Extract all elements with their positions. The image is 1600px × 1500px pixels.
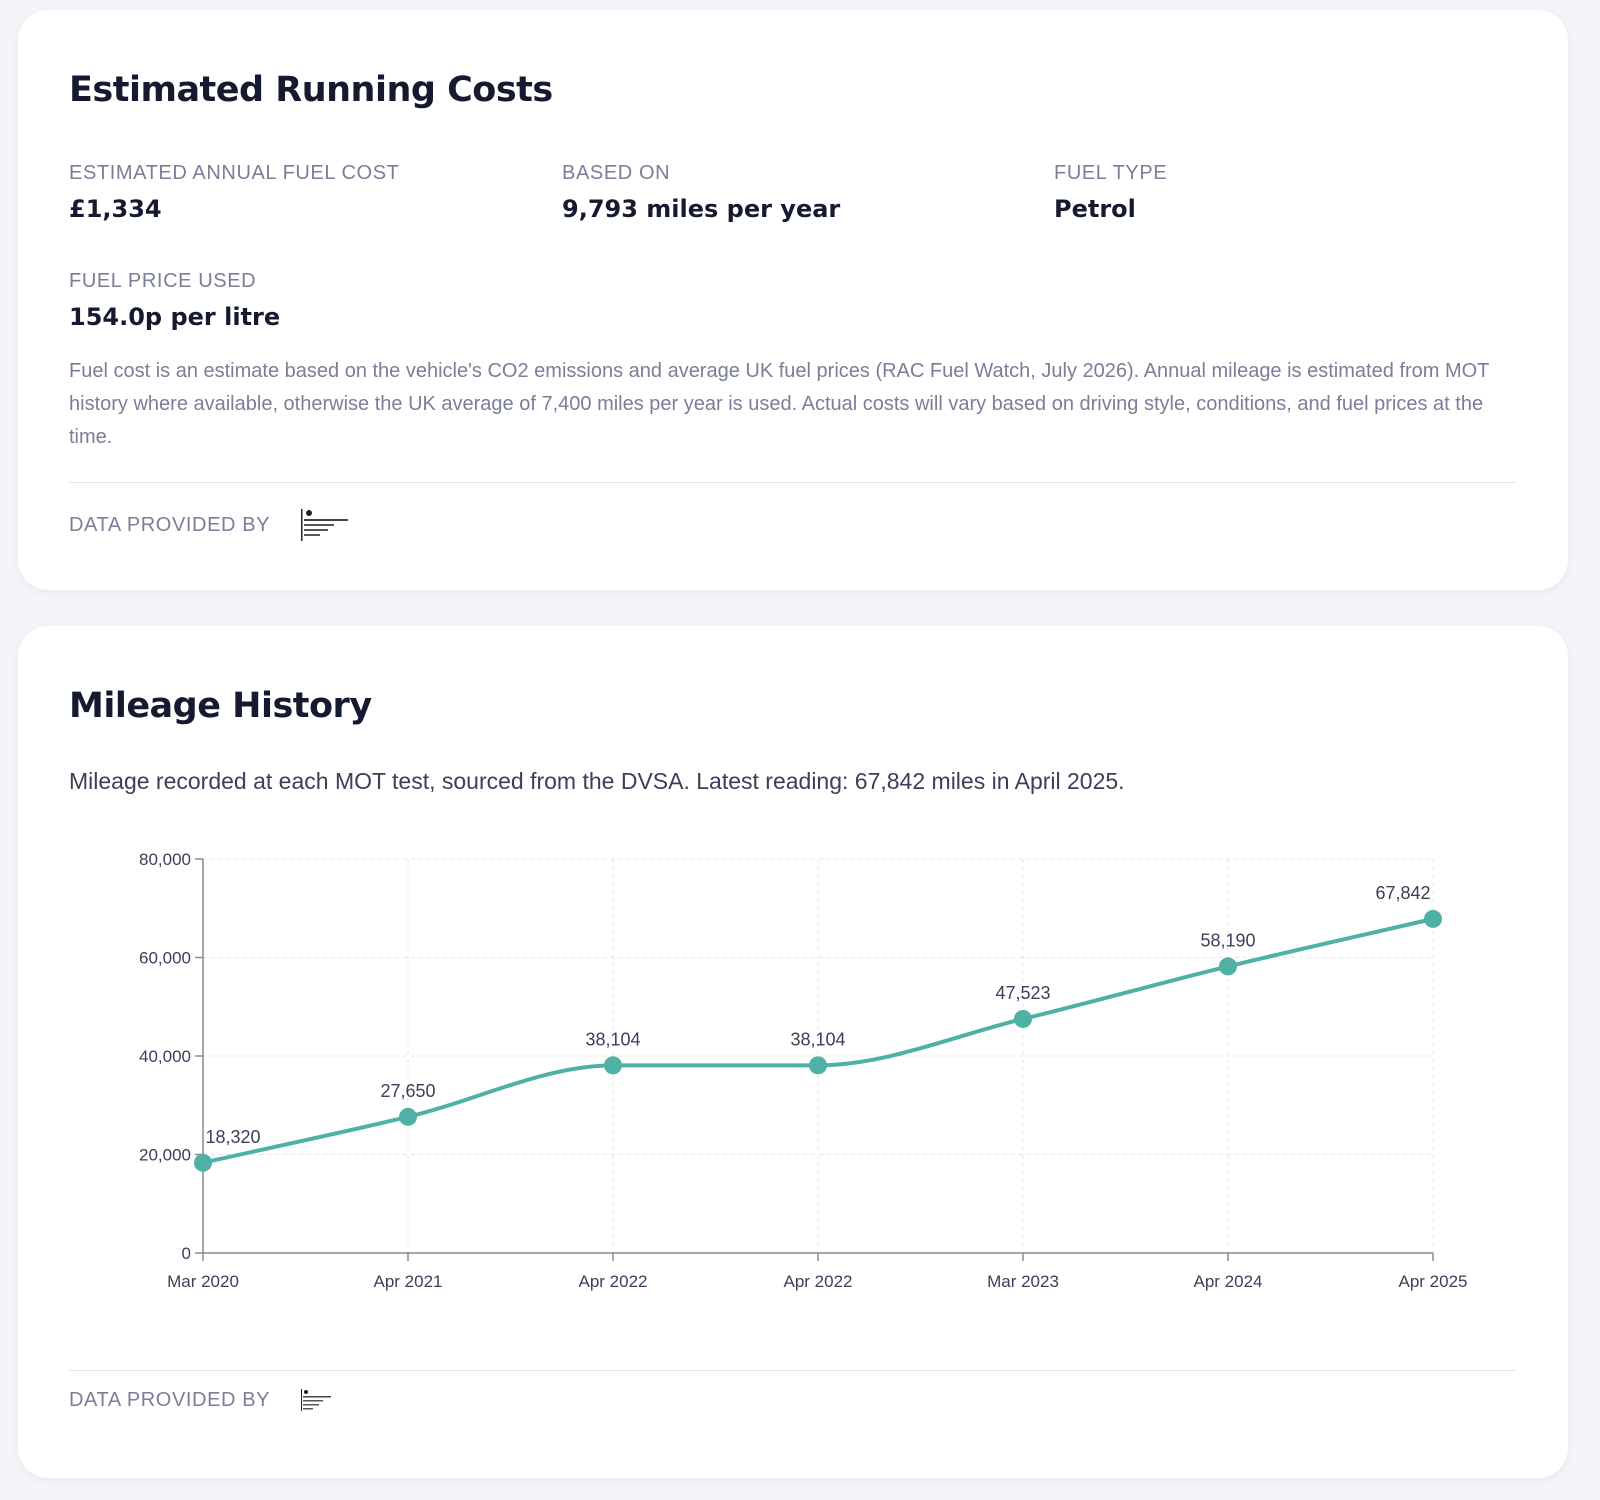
data-provider: DATA PROVIDED BY xyxy=(69,508,350,542)
annual-fuel-cost-label: ESTIMATED ANNUAL FUEL COST xyxy=(69,162,400,184)
mileage-history-card: Mileage History Mileage recorded at each… xyxy=(18,626,1568,1478)
based-on-label: BASED ON xyxy=(562,162,671,184)
x-tick-label: Apr 2021 xyxy=(374,1272,443,1291)
x-tick-label: Apr 2024 xyxy=(1194,1272,1263,1291)
data-label: 38,104 xyxy=(585,1029,640,1049)
data-point xyxy=(604,1056,622,1075)
data-point xyxy=(194,1153,212,1172)
data-provider-label: DATA PROVIDED BY xyxy=(69,1388,271,1411)
data-label: 58,190 xyxy=(1200,930,1255,950)
data-label: 38,104 xyxy=(790,1029,845,1049)
based-on-value: 9,793 miles per year xyxy=(562,195,841,223)
y-tick-label: 40,000 xyxy=(139,1047,191,1066)
based-on-stat: BASED ON 9,793 miles per year xyxy=(562,162,1032,223)
annual-fuel-cost-value: £1,334 xyxy=(69,195,162,223)
x-tick-label: Mar 2023 xyxy=(987,1272,1059,1291)
fuel-price-label: FUEL PRICE USED xyxy=(69,270,257,292)
data-point xyxy=(1014,1009,1032,1028)
data-provider-label: DATA PROVIDED BY xyxy=(69,513,271,536)
divider xyxy=(69,1370,1517,1371)
data-label: 27,650 xyxy=(380,1081,435,1101)
y-tick-label: 60,000 xyxy=(139,949,191,968)
chart-label-layer: 0 20,000 40,000 60,000 80,000 Mar 2020 Apr 202… xyxy=(139,850,1468,1291)
data-label: 67,842 xyxy=(1375,883,1430,903)
x-tick-label: Apr 2022 xyxy=(784,1272,853,1291)
running-costs-card: Estimated Running Costs ESTIMATED ANNUAL… xyxy=(18,10,1568,590)
data-point xyxy=(1219,957,1237,976)
fuel-type-value: Petrol xyxy=(1054,195,1136,223)
dvla-logo-icon xyxy=(300,1388,334,1412)
x-tick-label: Apr 2025 xyxy=(1399,1272,1468,1291)
chart-axes xyxy=(195,858,1434,1261)
data-point xyxy=(809,1056,827,1075)
fuel-type-stat: FUEL TYPE Petrol xyxy=(1054,162,1524,223)
data-label: 18,320 xyxy=(205,1127,260,1147)
mileage-chart: 0 20,000 40,000 60,000 80,000 Mar 2020 Apr 202… xyxy=(139,850,1468,1291)
chart-grid xyxy=(203,858,1434,1253)
fuel-price-value: 154.0p per litre xyxy=(69,303,281,331)
x-tick-label: Mar 2020 xyxy=(167,1272,239,1291)
fuel-type-label: FUEL TYPE xyxy=(1054,162,1168,184)
fuel-price-stat: FUEL PRICE USED 154.0p per litre xyxy=(69,270,539,331)
y-tick-label: 20,000 xyxy=(139,1146,191,1165)
divider xyxy=(69,482,1517,483)
mileage-history-description: Mileage recorded at each MOT test, sourc… xyxy=(69,768,1125,794)
running-costs-title: Estimated Running Costs xyxy=(69,70,553,110)
dvla-logo-icon xyxy=(300,508,350,542)
mileage-history-title: Mileage History xyxy=(69,686,372,726)
y-tick-label: 80,000 xyxy=(139,850,191,869)
data-point xyxy=(399,1107,417,1126)
y-tick-label: 0 xyxy=(182,1244,191,1263)
data-label: 47,523 xyxy=(995,983,1050,1003)
data-provider: DATA PROVIDED BY xyxy=(69,1388,334,1412)
data-point xyxy=(1424,909,1442,928)
fuel-cost-disclaimer: Fuel cost is an estimate based on the ve… xyxy=(69,360,1490,448)
x-tick-label: Apr 2022 xyxy=(579,1272,648,1291)
chart-line-layer xyxy=(194,909,1442,1172)
annual-fuel-cost-stat: ESTIMATED ANNUAL FUEL COST £1,334 xyxy=(69,162,539,223)
